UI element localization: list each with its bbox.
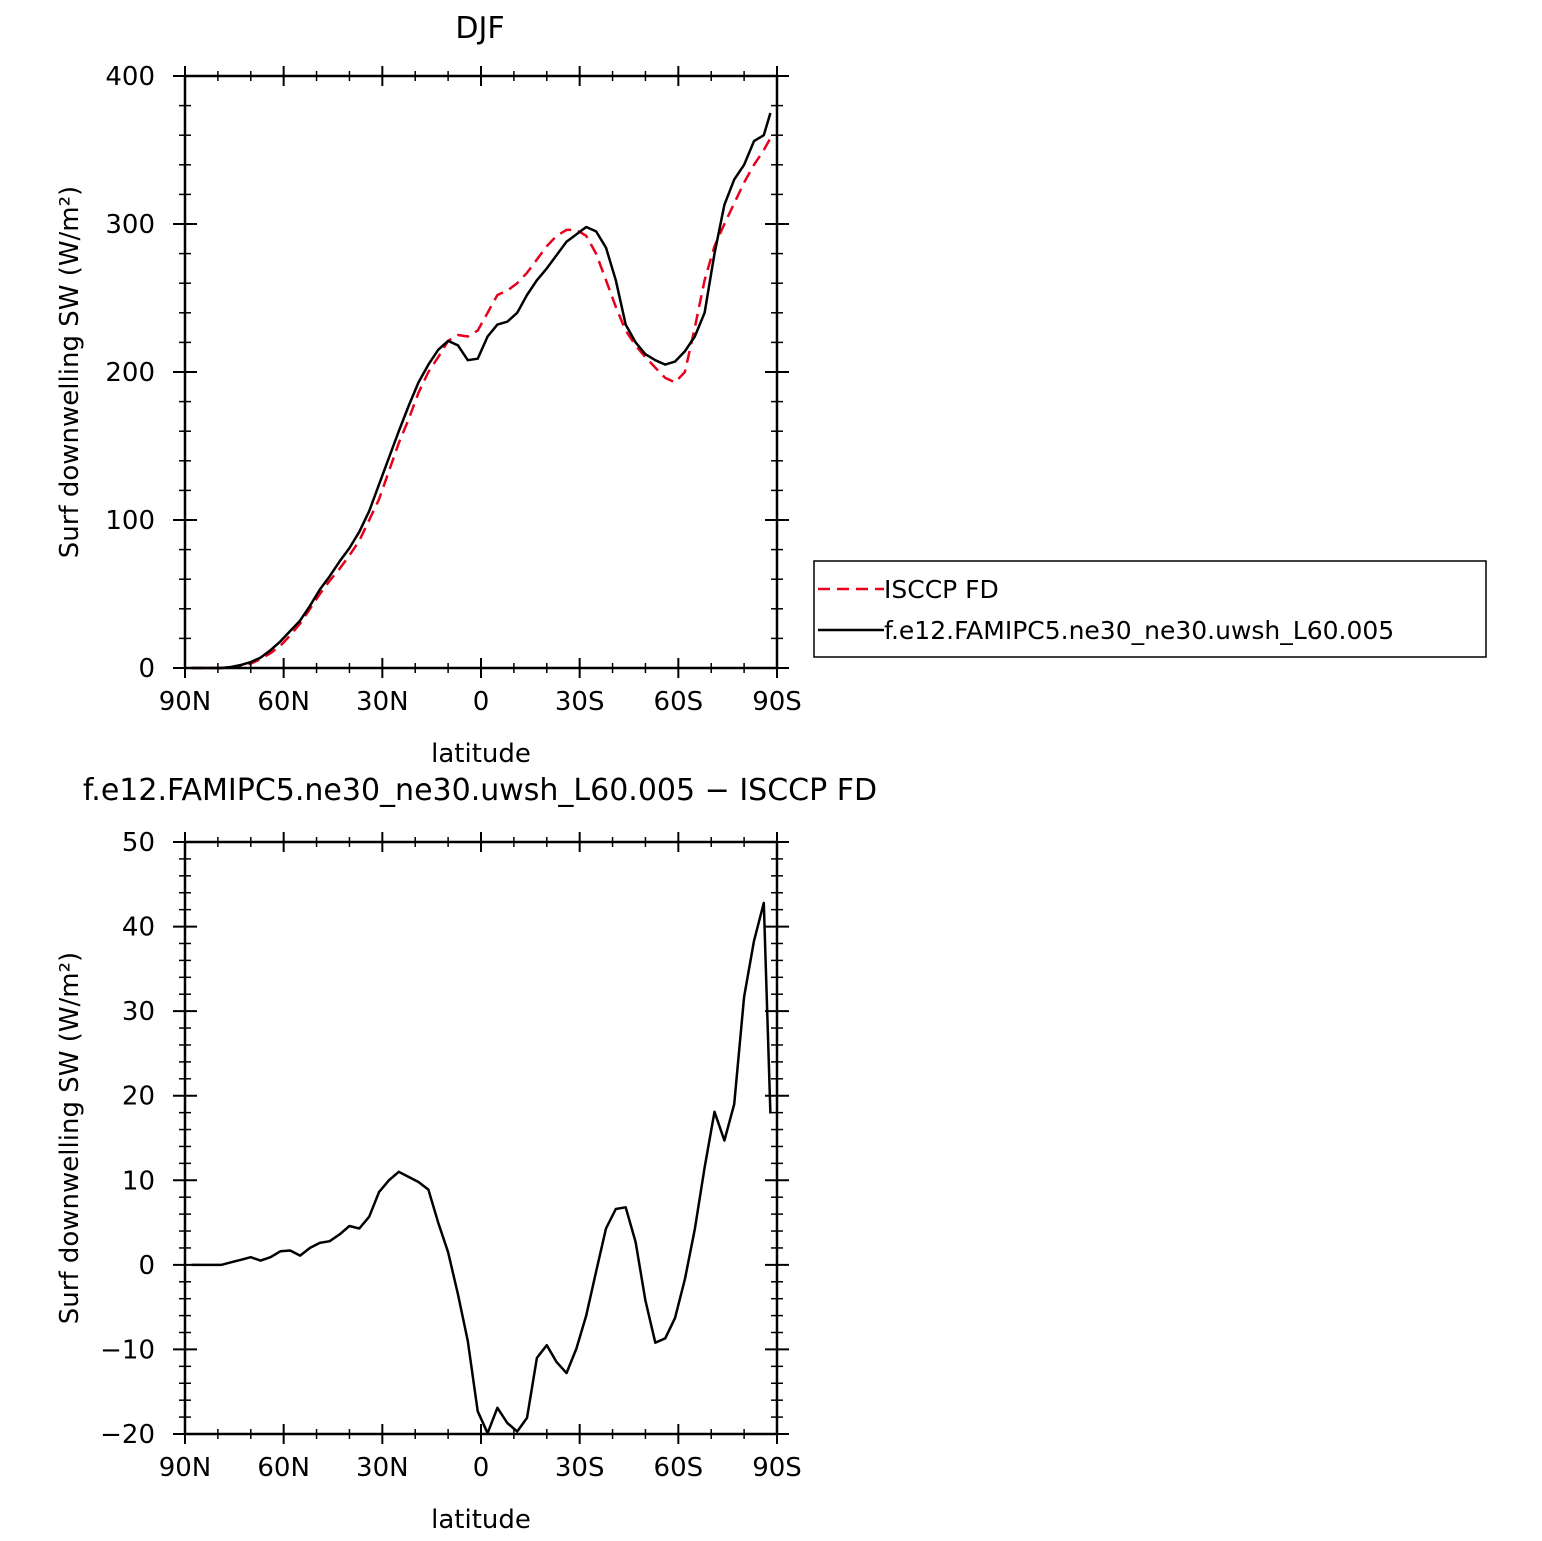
- top-x-axis-label: latitude: [431, 739, 531, 769]
- legend: ISCCP FD f.e12.FAMIPC5.ne30_ne30.uwsh_L6…: [813, 560, 1487, 658]
- x-tick-label: 30N: [356, 687, 409, 717]
- x-tick-label: 30N: [356, 1453, 409, 1483]
- y-tick-label: 200: [105, 358, 155, 388]
- x-tick-label: 30S: [555, 687, 605, 717]
- x-tick-label: 90N: [159, 687, 212, 717]
- bottom-y-tick-labels: −20 −10 0 10 20 30 40 50: [100, 828, 155, 1450]
- bottom-y-axis-label: Surf downwelling SW (W/m²): [55, 952, 85, 1324]
- bottom-x-tick-labels: 90N 60N 30N 0 30S 60S 90S: [159, 1453, 802, 1483]
- top-ticks-group: [173, 66, 789, 678]
- y-tick-label: 100: [105, 506, 155, 536]
- bottom-series-group: [191, 901, 772, 1435]
- top-y-tick-labels: 0 100 200 300 400: [105, 62, 155, 684]
- legend-box: [813, 560, 1487, 658]
- bottom-panel: f.e12.FAMIPC5.ne30_ne30.uwsh_L60.005 − I…: [55, 773, 877, 1535]
- x-tick-label: 30S: [555, 1453, 605, 1483]
- y-tick-label: 0: [138, 1251, 155, 1281]
- x-tick-label: 0: [473, 687, 490, 717]
- y-tick-label: 400: [105, 62, 155, 92]
- bottom-x-axis-label: latitude: [431, 1505, 531, 1535]
- legend-label-model: f.e12.FAMIPC5.ne30_ne30.uwsh_L60.005: [884, 616, 1394, 645]
- y-tick-label: −10: [100, 1335, 155, 1365]
- x-tick-label: 60N: [257, 687, 310, 717]
- bottom-ticks-group: [173, 832, 789, 1444]
- bot-series-line-0: [191, 901, 772, 1435]
- x-tick-label: 60S: [654, 1453, 704, 1483]
- x-tick-label: 60N: [257, 1453, 310, 1483]
- top-panel: DJF 90N 60N 30N 0 30S 60S 90S 0 100 200 300 400 la…: [55, 11, 1487, 769]
- y-tick-label: 20: [122, 1082, 155, 1112]
- legend-label-isccp: ISCCP FD: [884, 575, 999, 604]
- x-tick-label: 90N: [159, 1453, 212, 1483]
- y-tick-label: 300: [105, 210, 155, 240]
- top-y-axis-label: Surf downwelling SW (W/m²): [55, 186, 85, 558]
- y-tick-label: 10: [122, 1166, 155, 1196]
- top-series-line-0: [191, 137, 772, 670]
- top-chart-title: DJF: [455, 11, 504, 46]
- bottom-plot-frame: [183, 840, 779, 1436]
- top-plot-frame: [183, 74, 779, 670]
- y-tick-label: 0: [138, 654, 155, 684]
- bottom-chart-title: f.e12.FAMIPC5.ne30_ne30.uwsh_L60.005 − I…: [83, 773, 877, 808]
- top-series-line-1: [191, 112, 772, 670]
- top-series-group: [191, 112, 772, 670]
- x-tick-label: 90S: [752, 1453, 802, 1483]
- y-tick-label: 40: [122, 913, 155, 943]
- x-tick-label: 90S: [752, 687, 802, 717]
- y-tick-label: 50: [122, 828, 155, 858]
- x-tick-label: 60S: [654, 687, 704, 717]
- x-tick-label: 0: [473, 1453, 490, 1483]
- y-tick-label: −20: [100, 1420, 155, 1450]
- top-x-tick-labels: 90N 60N 30N 0 30S 60S 90S: [159, 687, 802, 717]
- y-tick-label: 30: [122, 997, 155, 1027]
